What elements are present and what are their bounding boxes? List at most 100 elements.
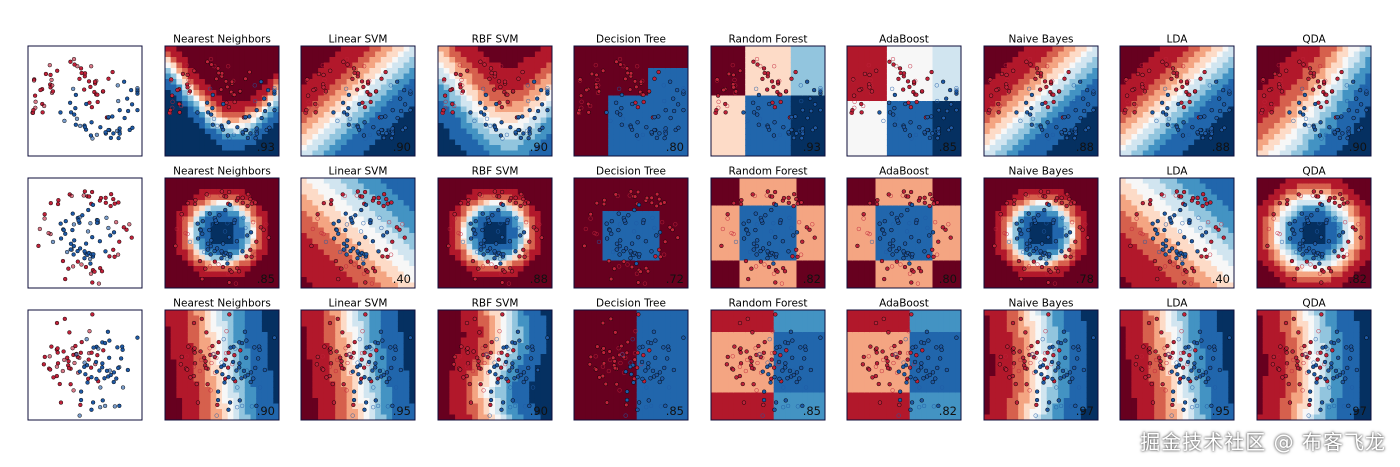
point-class0 xyxy=(1203,247,1208,252)
point-class1 xyxy=(1324,220,1329,226)
point-class0 xyxy=(385,201,390,206)
point-class0 xyxy=(362,350,367,355)
point-class1 xyxy=(892,106,897,111)
point-class1 xyxy=(1306,246,1312,251)
panel-frame xyxy=(27,45,143,157)
point-class0 xyxy=(121,225,126,230)
point-class0 xyxy=(481,388,486,393)
point-class0 xyxy=(1080,227,1085,232)
point-class1 xyxy=(1327,405,1332,410)
point-class0 xyxy=(447,226,452,232)
point-class1 xyxy=(608,118,613,123)
point-class1 xyxy=(653,355,658,360)
point-class1 xyxy=(1028,112,1033,117)
point-class1 xyxy=(623,369,628,374)
point-class0 xyxy=(1135,71,1141,77)
point-class1 xyxy=(648,340,654,346)
point-class0 xyxy=(628,189,633,194)
scatter-points xyxy=(167,56,277,141)
point-class0 xyxy=(232,99,237,105)
point-class0 xyxy=(1068,254,1073,259)
point-class0 xyxy=(195,400,201,405)
point-class1 xyxy=(773,202,779,207)
point-class1 xyxy=(223,207,228,213)
point-class1 xyxy=(1313,337,1318,342)
point-class0 xyxy=(1260,108,1265,113)
point-class1 xyxy=(1209,131,1214,136)
point-class0 xyxy=(478,59,483,64)
point-class1 xyxy=(1189,368,1194,373)
point-class0 xyxy=(1179,194,1184,199)
point-class1 xyxy=(73,92,78,98)
point-class1 xyxy=(644,405,649,410)
point-class1 xyxy=(200,231,205,236)
point-class1 xyxy=(220,241,226,246)
point-class1 xyxy=(794,131,799,136)
point-class0 xyxy=(1291,316,1296,322)
point-class0 xyxy=(994,87,999,93)
point-class1 xyxy=(385,404,390,409)
point-class0 xyxy=(310,226,315,232)
classifier-panel: QDA.90 xyxy=(1256,34,1372,157)
point-class0 xyxy=(249,201,254,206)
point-class1 xyxy=(104,368,110,373)
point-class1 xyxy=(68,241,74,246)
point-class0 xyxy=(459,344,464,349)
point-class0 xyxy=(600,364,606,369)
point-class0 xyxy=(1174,87,1179,92)
point-class0 xyxy=(641,99,646,105)
point-class0 xyxy=(929,69,934,75)
point-class0 xyxy=(1317,365,1323,370)
point-class0 xyxy=(593,63,598,68)
point-class1 xyxy=(1312,241,1318,246)
point-class0 xyxy=(1029,343,1034,349)
point-class1 xyxy=(364,345,369,350)
point-class1 xyxy=(375,403,381,409)
point-class0 xyxy=(909,280,914,285)
point-class0 xyxy=(874,201,880,207)
point-class1 xyxy=(903,337,908,342)
point-class0 xyxy=(758,354,763,360)
point-class0 xyxy=(998,216,1003,221)
point-class1 xyxy=(661,83,666,88)
point-class0 xyxy=(1140,72,1145,78)
point-class0 xyxy=(601,201,607,207)
point-class1 xyxy=(516,115,521,120)
point-class1 xyxy=(508,385,513,390)
point-class0 xyxy=(1180,84,1185,90)
score-label: .82 xyxy=(939,404,957,418)
point-class1 xyxy=(135,335,140,340)
point-class0 xyxy=(1152,368,1157,374)
point-class1 xyxy=(245,233,250,238)
point-class1 xyxy=(1081,96,1086,101)
point-class0 xyxy=(41,362,46,367)
point-class0 xyxy=(914,353,919,358)
point-class1 xyxy=(100,365,105,370)
point-class1 xyxy=(117,108,122,113)
point-class1 xyxy=(248,230,254,235)
point-class0 xyxy=(653,254,658,259)
point-class0 xyxy=(1022,366,1028,371)
point-class1 xyxy=(1062,115,1067,120)
point-class1 xyxy=(917,385,922,390)
point-class1 xyxy=(936,108,941,113)
point-class1 xyxy=(1311,249,1316,254)
point-class1 xyxy=(408,87,413,93)
point-class1 xyxy=(877,221,882,226)
point-class0 xyxy=(390,239,395,244)
panel-title: Nearest Neighbors xyxy=(173,166,271,178)
point-class0 xyxy=(1315,79,1321,84)
point-class0 xyxy=(607,349,612,354)
point-class0 xyxy=(223,79,229,84)
point-class0 xyxy=(229,269,234,274)
point-class0 xyxy=(1153,349,1158,354)
point-class1 xyxy=(82,364,87,369)
point-class1 xyxy=(1061,329,1067,334)
point-class0 xyxy=(1134,354,1139,360)
point-class0 xyxy=(92,79,98,84)
point-class0 xyxy=(931,201,936,206)
point-class0 xyxy=(1169,76,1174,81)
point-class1 xyxy=(1160,247,1165,252)
point-class1 xyxy=(253,136,258,141)
point-class0 xyxy=(79,262,84,267)
